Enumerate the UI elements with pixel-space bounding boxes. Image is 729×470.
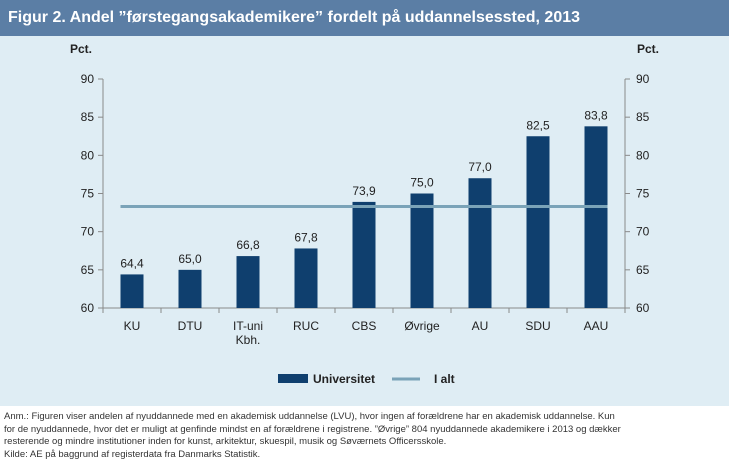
x-tick-label: CBS: [352, 319, 377, 333]
legend-label-universitet: Universitet: [313, 372, 375, 386]
x-tick-label: AAU: [584, 319, 609, 333]
legend-swatch-universitet: [278, 374, 308, 383]
y-tick-label: 65: [81, 263, 95, 277]
y-tick-label-right: 85: [636, 110, 650, 124]
bar: [294, 248, 318, 308]
legend-label-i-alt: I alt: [434, 372, 455, 386]
x-tick-label: AU: [472, 319, 489, 333]
x-tick-label: Øvrige: [404, 319, 440, 333]
bar: [584, 126, 608, 309]
figure-title: Figur 2. Andel ”førstegangsakademikere” …: [0, 0, 729, 36]
y-tick-label: 90: [81, 72, 95, 86]
y-tick-label: 70: [81, 225, 95, 239]
bar: [236, 256, 260, 308]
note-line-4: Kilde: AE på baggrund af registerdata fr…: [4, 448, 261, 460]
y-tick-label-right: 70: [636, 225, 650, 239]
x-tick-label: IT-uni Kbh.: [233, 319, 263, 347]
x-tick-labels: KU DTU IT-uni Kbh. RUC CBS Øvrige AU SDU AAU: [124, 319, 609, 347]
x-tick-label: DTU: [178, 319, 203, 333]
bar-value-label: 75,0: [410, 176, 434, 190]
y-tick-label-right: 75: [636, 187, 650, 201]
y-tick-label: 85: [81, 110, 95, 124]
bar-value-label: 66,8: [236, 238, 260, 252]
bars-group: 64,4 65,0 66,8 67,8 73,9 75,0 77,0 82,5 83,8: [120, 108, 608, 309]
bar: [178, 269, 202, 308]
bar: [352, 201, 376, 308]
bar: [410, 193, 434, 308]
note-line-1: Anm.: Figuren viser andelen af nyuddanne…: [4, 411, 615, 422]
bar-value-label: 82,5: [526, 118, 550, 132]
bar-value-label: 67,8: [294, 230, 318, 244]
y-tick-label-right: 65: [636, 263, 650, 277]
y-tick-label-right: 90: [636, 72, 650, 86]
y-axis-label-right: Pct.: [637, 42, 659, 56]
bar-value-label: 77,0: [468, 160, 492, 174]
bar: [120, 274, 144, 308]
bar-value-label: 73,9: [352, 184, 376, 198]
x-tick-label: KU: [124, 319, 141, 333]
y-tick-label: 80: [81, 148, 95, 162]
note-line-3: resterende og mindre institutioner inden…: [4, 436, 447, 447]
bar: [526, 136, 550, 308]
x-tick-label: RUC: [293, 319, 319, 333]
bar-value-label: 65,0: [178, 252, 202, 266]
note-line-2: for de nyuddannede, hvor det er muligt a…: [4, 423, 621, 435]
bar-value-label: 64,4: [120, 256, 144, 270]
x-tick-label: SDU: [525, 319, 550, 333]
bar-chart: Pct. Pct. 60 60 65 65 70 70 75 75 80 80 85 85 90 90 6…: [70, 42, 659, 386]
y-tick-label-right: 60: [636, 301, 650, 315]
legend: Universitet I alt: [278, 372, 455, 386]
y-tick-label: 60: [81, 301, 95, 315]
y-tick-label-right: 80: [636, 148, 650, 162]
bar-value-label: 83,8: [584, 108, 608, 122]
y-tick-label: 75: [81, 187, 95, 201]
bar: [468, 178, 492, 308]
figure-notes: Anm.: Figuren viser andelen af nyuddanne…: [4, 411, 726, 461]
y-axis-label-left: Pct.: [70, 42, 92, 56]
